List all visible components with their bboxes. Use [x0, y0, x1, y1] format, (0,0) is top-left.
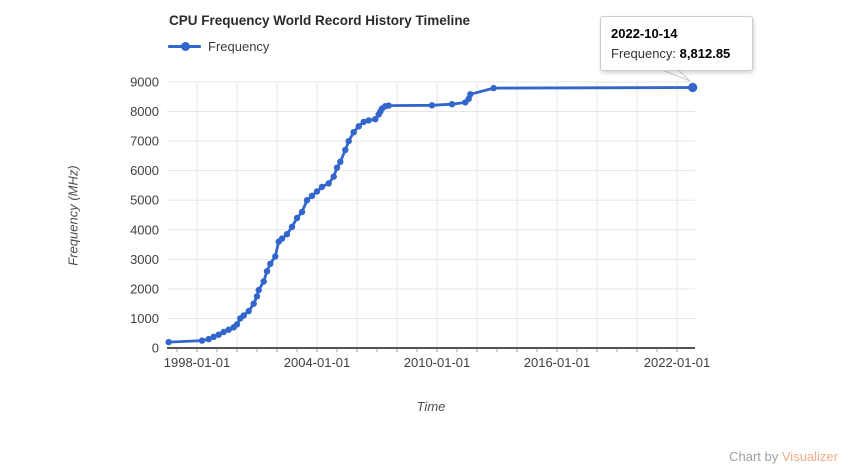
data-point[interactable]	[337, 158, 344, 165]
tooltip-frequency-row: Frequency: 8,812.85	[611, 44, 742, 64]
data-point[interactable]	[428, 102, 436, 109]
x-tick-label: 2016-01-01	[524, 355, 591, 370]
legend-series-marker-icon	[168, 41, 201, 51]
data-point[interactable]	[220, 328, 227, 336]
y-tick-label: 2000	[130, 281, 159, 296]
data-point[interactable]	[350, 129, 357, 136]
y-tick-label: 7000	[130, 134, 159, 149]
data-point-selected[interactable]	[688, 82, 698, 93]
chart-title: CPU Frequency World Record History Timel…	[169, 13, 471, 28]
y-tick-label: 3000	[130, 252, 159, 267]
data-point[interactable]	[283, 231, 291, 238]
data-point[interactable]	[198, 337, 206, 344]
y-tick-label: 9000	[130, 75, 159, 90]
x-axis-title: Time	[416, 399, 446, 414]
tooltip: 2022-10-14 Frequency: 8,812.85	[600, 16, 753, 71]
data-point[interactable]	[372, 116, 379, 123]
x-tick-label: 2010-01-01	[404, 355, 471, 370]
data-point[interactable]	[330, 173, 337, 180]
attribution: Chart by Visualizer	[729, 449, 838, 464]
data-point[interactable]	[448, 101, 456, 108]
data-point[interactable]	[278, 235, 286, 242]
y-tick-label: 5000	[130, 193, 159, 208]
y-tick-label: 1000	[130, 311, 159, 326]
data-point[interactable]	[293, 214, 301, 222]
x-tick-label: 1998-01-01	[164, 355, 231, 370]
data-point[interactable]	[233, 321, 241, 328]
data-point[interactable]	[263, 268, 271, 275]
data-point[interactable]	[318, 183, 326, 191]
x-tick-label: 2022-01-01	[644, 355, 711, 370]
data-point[interactable]	[210, 333, 217, 340]
data-point[interactable]	[215, 331, 222, 338]
data-point[interactable]	[240, 312, 247, 319]
data-point[interactable]	[467, 91, 474, 98]
data-point[interactable]	[272, 253, 279, 260]
data-point[interactable]	[255, 286, 262, 294]
data-point[interactable]	[260, 278, 267, 285]
attribution-prefix: Chart by	[729, 449, 782, 464]
data-point[interactable]	[165, 338, 172, 346]
data-point[interactable]	[360, 118, 367, 126]
data-point[interactable]	[267, 260, 274, 267]
legend-dot-icon	[181, 41, 190, 51]
data-point[interactable]	[225, 326, 232, 333]
data-point[interactable]	[205, 335, 212, 343]
data-point[interactable]	[355, 123, 362, 130]
y-tick-label: 6000	[130, 163, 159, 178]
legend-label: Frequency	[208, 38, 270, 54]
data-point[interactable]	[303, 197, 311, 204]
tooltip-date: 2022-10-14	[611, 26, 678, 41]
data-point[interactable]	[385, 102, 392, 109]
data-point[interactable]	[365, 117, 372, 124]
data-point[interactable]	[345, 137, 352, 145]
y-tick-label: 4000	[130, 222, 159, 237]
data-point[interactable]	[288, 223, 296, 230]
y-tick-label: 0	[152, 341, 159, 356]
data-point[interactable]	[313, 188, 321, 195]
data-point[interactable]	[342, 146, 349, 154]
data-point[interactable]	[325, 180, 332, 187]
data-point[interactable]	[333, 164, 341, 171]
x-tick-label: 2004-01-01	[284, 355, 351, 370]
data-point[interactable]	[490, 84, 497, 92]
data-point[interactable]	[245, 307, 252, 315]
data-point[interactable]	[298, 208, 306, 216]
visualizer-link[interactable]: Visualizer	[781, 449, 838, 464]
y-tick-label: 8000	[130, 104, 159, 119]
legend: Frequency	[168, 38, 269, 54]
tooltip-frequency-value: 8,812.85	[679, 45, 731, 61]
data-point[interactable]	[253, 293, 261, 300]
data-point[interactable]	[308, 192, 316, 199]
data-point[interactable]	[250, 300, 257, 307]
tooltip-frequency-label: Frequency:	[611, 45, 677, 61]
